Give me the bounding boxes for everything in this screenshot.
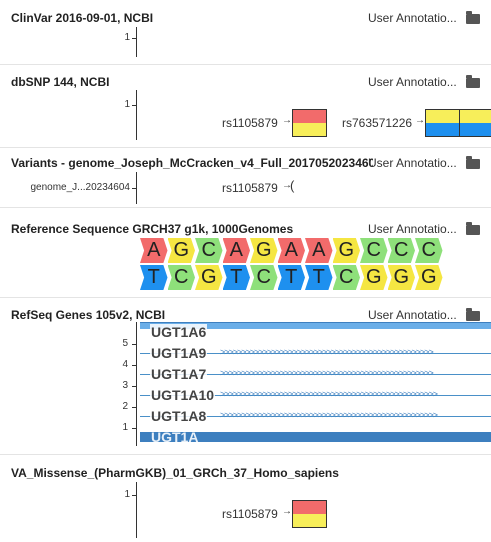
sequence-base: C [250, 265, 278, 290]
folder-icon[interactable] [466, 11, 480, 24]
axis-tick [132, 105, 136, 106]
sequence-base: A [305, 238, 333, 263]
user-annotations-link-refseq[interactable]: User Annotatio... [368, 308, 457, 322]
gene-label[interactable]: UGT1A10 [150, 387, 216, 403]
folder-icon[interactable] [466, 308, 480, 321]
track-separator [0, 454, 491, 455]
sequence-base: G [387, 265, 415, 290]
sequence-base: G [250, 238, 278, 263]
snp-marker[interactable] [292, 109, 327, 137]
user-annotations-link-reference[interactable]: User Annotatio... [368, 222, 457, 236]
snp-marker[interactable] [425, 109, 491, 137]
sequence-base: T [222, 265, 250, 290]
gene-label[interactable]: UGT1A7 [150, 366, 208, 382]
user-annotations-link-clinvar[interactable]: User Annotatio... [368, 11, 457, 25]
sequence-base: C [415, 238, 443, 263]
sequence-base: A [277, 238, 305, 263]
track-separator [0, 297, 491, 298]
gene-intron-line [140, 353, 491, 354]
axis-tick [132, 407, 136, 408]
gene-exon-bar[interactable] [140, 432, 491, 442]
track-title-dbsnp: dbSNP 144, NCBI [11, 75, 110, 89]
sequence-base: G [360, 265, 388, 290]
axis-tick [132, 428, 136, 429]
arrow-right-icon: → [415, 115, 425, 126]
axis-label: 2 [122, 401, 128, 412]
arrow-right-icon: → [282, 180, 292, 191]
sequence-base: T [277, 265, 305, 290]
sequence-base: G [167, 238, 195, 263]
sequence-base: T [305, 265, 333, 290]
sequence-base: G [415, 265, 443, 290]
track-title-variants: Variants - genome_Joseph_McCracken_v4_Fu… [11, 156, 373, 170]
sequence-base: C [360, 238, 388, 263]
arrow-right-icon: → [282, 115, 292, 126]
sequence-base: C [195, 238, 223, 263]
track-title-clinvar: ClinVar 2016-09-01, NCBI [11, 11, 154, 25]
strand-chevrons: >>>>>>>>>>>>>>>>>>>>>>>>>>>>>>>>>>>>>>>>… [220, 410, 438, 420]
track-separator [0, 147, 491, 148]
gene-label[interactable]: UGT1A8 [150, 408, 208, 424]
gene-intron-line [140, 416, 491, 417]
axis-label: 1 [124, 32, 130, 43]
track-axis [136, 482, 137, 538]
strand-chevrons: >>>>>>>>>>>>>>>>>>>>>>>>>>>>>>>>>>>>>>>>… [220, 368, 434, 378]
track-axis [136, 90, 137, 140]
user-annotations-link-dbsnp[interactable]: User Annotatio... [368, 75, 457, 89]
track-title-va-missense: VA_Missense_(PharmGKB)_01_GRCh_37_Homo_s… [11, 466, 339, 480]
track-axis [136, 172, 137, 204]
track-axis [136, 27, 137, 57]
axis-label: 4 [122, 359, 128, 370]
axis-label: 1 [122, 422, 128, 433]
axis-tick [132, 365, 136, 366]
folder-icon[interactable] [466, 156, 480, 169]
sequence-base: A [222, 238, 250, 263]
snp-label[interactable]: rs1105879 [222, 181, 278, 195]
axis-tick [132, 38, 136, 39]
folder-icon[interactable] [466, 75, 480, 88]
track-separator [0, 64, 491, 65]
gene-intron-line [140, 395, 491, 396]
axis-tick [132, 344, 136, 345]
sequence-base: G [332, 238, 360, 263]
sequence-base: G [195, 265, 223, 290]
track-title-reference: Reference Sequence GRCH37 g1k, 1000Genom… [11, 222, 294, 236]
axis-label: genome_J...20234604 [30, 182, 130, 193]
sequence-base: T [140, 265, 168, 290]
strand-chevrons: >>>>>>>>>>>>>>>>>>>>>>>>>>>>>>>>>>>>>>>>… [220, 347, 434, 357]
snp-label[interactable]: rs1105879 [222, 116, 278, 130]
sequence-base: C [332, 265, 360, 290]
axis-tick [132, 386, 136, 387]
sequence-base: C [387, 238, 415, 263]
axis-tick [132, 495, 136, 496]
arrow-right-icon: → [282, 506, 292, 517]
gene-label[interactable]: UGT1A6 [150, 324, 208, 340]
snp-label[interactable]: rs1105879 [222, 507, 278, 521]
user-annotations-link-variants[interactable]: User Annotatio... [368, 156, 457, 170]
sequence-base: C [167, 265, 195, 290]
folder-icon[interactable] [466, 222, 480, 235]
gene-label[interactable]: UGT1A [151, 429, 199, 445]
track-axis [136, 322, 137, 446]
axis-tick [132, 188, 136, 189]
gene-intron-line [140, 374, 491, 375]
bracket-icon: ( [290, 178, 295, 193]
axis-label: 1 [124, 489, 130, 500]
gene-label[interactable]: UGT1A9 [150, 345, 208, 361]
axis-label: 5 [122, 338, 128, 349]
snp-marker[interactable] [292, 500, 327, 528]
axis-label: 3 [122, 380, 128, 391]
snp-label[interactable]: rs763571226 [342, 116, 413, 130]
sequence-base: A [140, 238, 168, 263]
strand-chevrons: >>>>>>>>>>>>>>>>>>>>>>>>>>>>>>>>>>>>>>>>… [220, 389, 438, 399]
gene-exon-bar[interactable] [140, 322, 491, 329]
track-separator [0, 207, 491, 208]
axis-label: 1 [124, 99, 130, 110]
track-title-refseq: RefSeq Genes 105v2, NCBI [11, 308, 166, 322]
